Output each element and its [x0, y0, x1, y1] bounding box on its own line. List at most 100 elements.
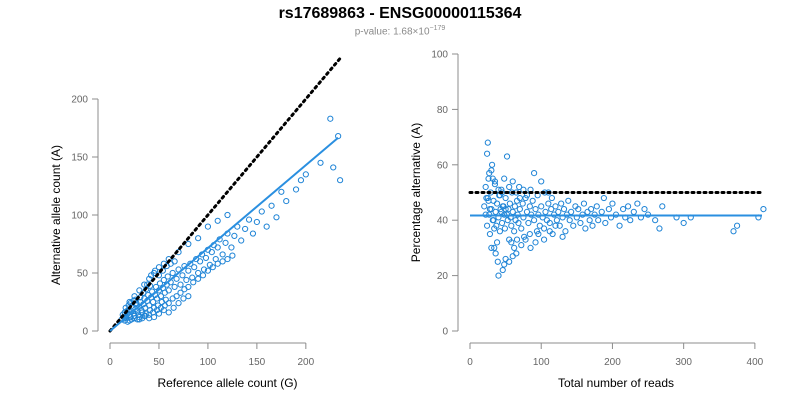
- data-point: [195, 235, 202, 242]
- data-point: [555, 208, 562, 215]
- data-point: [238, 237, 245, 244]
- data-point: [268, 202, 275, 209]
- data-point: [495, 272, 502, 279]
- data-point: [491, 244, 498, 251]
- data-point: [760, 206, 767, 213]
- data-point: [519, 200, 526, 207]
- data-point: [297, 177, 305, 184]
- x-tick-label: 300: [675, 357, 692, 368]
- data-point: [634, 200, 641, 207]
- data-point: [214, 244, 221, 251]
- data-point: [196, 258, 204, 265]
- data-point: [530, 170, 538, 177]
- p-value-text: p-value: 1.68×10: [354, 26, 430, 38]
- data-point: [491, 225, 498, 232]
- data-point: [538, 178, 545, 185]
- data-point: [506, 258, 513, 265]
- y-tick-label: 40: [437, 216, 449, 227]
- y-tick-label: 20: [437, 271, 449, 282]
- data-point: [208, 249, 215, 256]
- data-point: [219, 251, 226, 258]
- data-point: [558, 200, 565, 207]
- data-point: [214, 260, 221, 267]
- data-point: [516, 183, 523, 191]
- data-point: [630, 208, 637, 215]
- data-point: [149, 298, 157, 306]
- data-point: [126, 298, 133, 306]
- data-point: [553, 217, 560, 224]
- p-value-exponent: −179: [429, 25, 446, 32]
- data-point: [625, 203, 632, 210]
- data-point: [546, 228, 553, 235]
- data-point: [164, 273, 171, 280]
- data-point: [560, 206, 568, 213]
- data-point: [209, 264, 216, 271]
- data-point: [502, 194, 509, 202]
- data-point: [540, 236, 548, 243]
- data-point: [680, 219, 687, 227]
- data-point: [518, 225, 525, 232]
- y-tick-label: 50: [77, 269, 89, 280]
- data-point: [494, 258, 501, 265]
- data-point: [179, 272, 186, 279]
- data-point: [542, 208, 549, 215]
- data-point: [498, 208, 505, 215]
- data-point: [177, 281, 184, 288]
- data-point: [146, 315, 153, 322]
- data-point: [177, 289, 184, 296]
- data-point: [511, 228, 518, 235]
- data-point: [490, 197, 497, 204]
- data-point: [173, 275, 180, 282]
- data-point: [616, 222, 623, 229]
- data-point: [641, 206, 648, 213]
- data-point: [258, 208, 265, 215]
- x-axis-title: Total number of reads: [558, 376, 674, 390]
- data-point: [602, 219, 609, 227]
- data-point: [160, 307, 167, 314]
- data-point: [506, 183, 513, 191]
- data-point: [535, 230, 542, 238]
- y-tick-label: 0: [82, 327, 88, 338]
- data-point: [566, 217, 573, 224]
- data-point: [493, 200, 501, 207]
- data-point: [523, 208, 531, 215]
- data-point: [481, 203, 488, 210]
- data-point: [733, 222, 741, 229]
- data-point: [148, 272, 155, 279]
- data-point: [587, 206, 595, 213]
- data-point: [204, 267, 212, 274]
- data-point: [491, 181, 499, 188]
- data-point: [565, 197, 572, 204]
- data-point: [175, 300, 182, 307]
- data-point: [499, 266, 506, 274]
- data-point: [488, 161, 496, 168]
- data-point: [556, 222, 563, 229]
- y-tick-label: 60: [437, 160, 449, 171]
- data-point: [582, 225, 589, 232]
- y-tick-label: 150: [71, 153, 88, 164]
- data-point: [482, 183, 489, 191]
- data-point: [511, 244, 518, 251]
- data-point: [502, 255, 509, 263]
- data-point: [155, 264, 163, 271]
- data-point: [503, 153, 511, 160]
- data-point: [185, 293, 192, 300]
- data-point: [518, 242, 525, 249]
- data-point: [199, 272, 207, 279]
- data-point: [490, 217, 497, 224]
- data-point: [171, 258, 178, 265]
- y-axis-title: Alternative allele count (A): [49, 145, 63, 285]
- data-point: [185, 283, 192, 291]
- data-point: [185, 240, 192, 248]
- data-point: [486, 206, 494, 213]
- data-point: [509, 208, 516, 215]
- data-point: [195, 275, 202, 282]
- x-axis-title: Reference allele count (G): [157, 376, 297, 390]
- data-point: [501, 261, 508, 268]
- data-point: [483, 222, 491, 229]
- data-point: [570, 222, 577, 229]
- data-point: [162, 296, 169, 303]
- x-tick-label: 150: [249, 357, 266, 368]
- data-point: [501, 175, 508, 182]
